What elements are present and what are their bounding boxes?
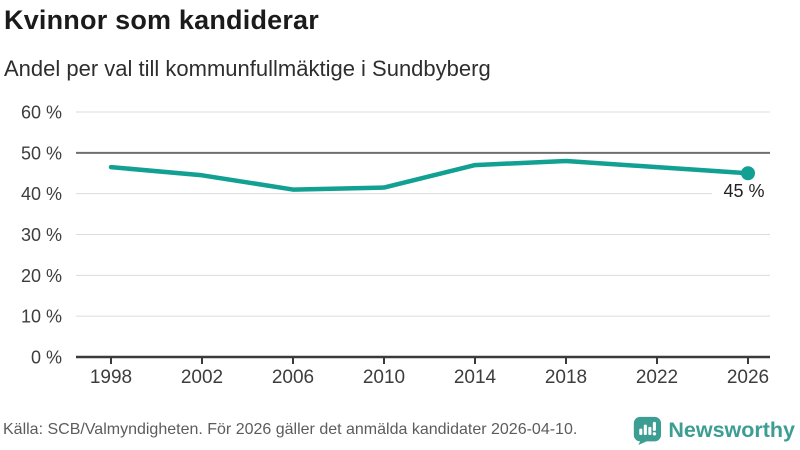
- end-label-backdrop: [712, 182, 770, 202]
- x-tick-label: 1998: [90, 367, 132, 388]
- x-tick-label: 2018: [545, 367, 587, 388]
- source-note: Källa: SCB/Valmyndigheten. För 2026 gäll…: [3, 421, 578, 438]
- x-tick-label: 2022: [636, 367, 678, 388]
- data-line: [108, 158, 751, 192]
- x-tick-label: 2010: [363, 367, 405, 388]
- y-tick-label: 0 %: [31, 348, 62, 368]
- y-tick-label: 40 %: [21, 184, 62, 204]
- logo-bubble: [634, 416, 662, 445]
- logo-bars: [639, 421, 657, 436]
- footer: Källa: SCB/Valmyndigheten. För 2026 gäll…: [3, 414, 795, 446]
- x-tick-label: 2026: [727, 367, 769, 388]
- brand-name: Newsworthy: [668, 417, 795, 442]
- y-tick-label: 30 %: [21, 225, 62, 245]
- chart-subtitle: Andel per val till kommunfullmäktige i S…: [4, 56, 491, 81]
- end-point-label: 45 %: [723, 181, 764, 201]
- chart-title: Kvinnor som kandiderar: [4, 5, 319, 35]
- end-point-dot: [741, 166, 755, 181]
- y-tick-label: 10 %: [21, 307, 62, 327]
- line-chart: 0 % 10 % 20 % 30 % 40 % 50 % 60 % 1998 2002 2006 2…: [21, 103, 770, 388]
- x-tick-label: 2002: [181, 367, 223, 388]
- y-tick-label: 60 %: [21, 103, 62, 123]
- x-tick-label: 2006: [272, 367, 314, 388]
- newsworthy-logo: Newsworthy: [632, 415, 795, 445]
- x-tick-label: 2014: [454, 367, 497, 388]
- y-tick-label: 50 %: [21, 143, 62, 163]
- newsworthy-logo-icon: [634, 416, 662, 445]
- y-tick-label: 20 %: [21, 266, 62, 286]
